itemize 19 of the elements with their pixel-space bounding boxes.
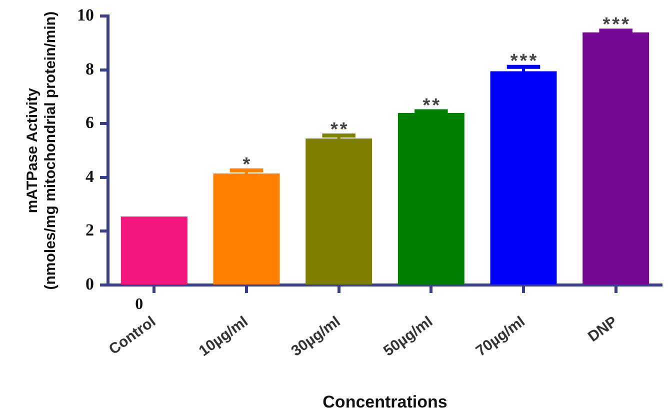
y-tick-label: 10 [77, 6, 94, 25]
annotation: ** [422, 95, 442, 116]
bar [490, 71, 557, 284]
bar [120, 216, 188, 284]
x-axis-title: Concentrations [322, 392, 448, 412]
y-tick-label: 6 [86, 113, 94, 132]
annotation: *** [602, 14, 631, 36]
y-tick-label: 4 [86, 166, 94, 186]
y-tick-label: 0 [86, 274, 94, 294]
annotation: ** [330, 119, 350, 140]
y-axis-title: mATPase Activity (nmoles/mg mitochondrial protein/min) [24, 11, 60, 290]
bar [398, 112, 464, 284]
annotation: *** [510, 50, 539, 72]
y-tick-label: 8 [86, 59, 94, 78]
x-tick-label: DNP [585, 313, 621, 346]
text: 0 [135, 296, 144, 314]
y-tick-label: 2 [86, 220, 94, 240]
annotation: * [242, 154, 252, 176]
bar [582, 32, 650, 284]
